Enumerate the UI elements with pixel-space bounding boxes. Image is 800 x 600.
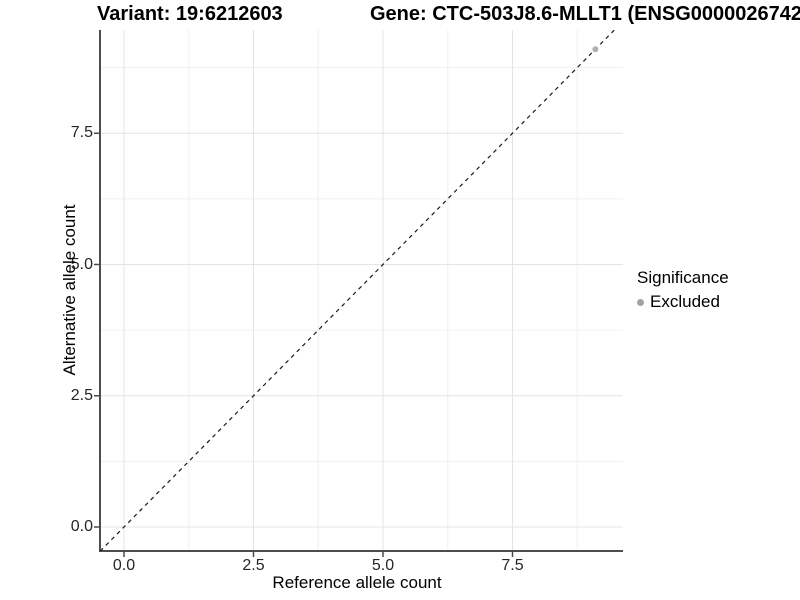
axis-lines <box>99 30 623 552</box>
y-tick-label: 5.0 <box>70 255 93 273</box>
x-tick-label: 7.5 <box>501 557 524 574</box>
tick-marks <box>94 132 514 557</box>
excluded-point-icon <box>637 298 644 306</box>
gridlines-minor <box>100 30 623 551</box>
x-tick-label: 2.5 <box>242 557 265 574</box>
y-tick-label: 2.5 <box>70 386 93 404</box>
plot-title-gene: Gene: CTC-503J8.6-MLLT1 (ENSG0000026742 <box>370 3 800 25</box>
legend-item-excluded: Excluded <box>637 292 729 312</box>
y-tick-label: 0.0 <box>70 518 93 535</box>
x-axis-title: Reference allele count <box>272 573 442 592</box>
plot-title-variant: Variant: 19:6212603 <box>97 3 283 25</box>
legend-title: Significance <box>637 268 729 287</box>
x-tick-label: 5.0 <box>371 557 395 574</box>
x-tick-label: 0.0 <box>112 557 136 574</box>
gridlines-major <box>100 30 623 551</box>
data-point-excluded <box>592 46 599 53</box>
legend: Significance Excluded <box>637 268 729 312</box>
y-tick-label: 7.5 <box>70 124 93 142</box>
y-axis-title: Alternative allele count <box>60 204 79 376</box>
identity-line <box>100 30 615 551</box>
legend-item-label: Excluded <box>650 292 720 311</box>
